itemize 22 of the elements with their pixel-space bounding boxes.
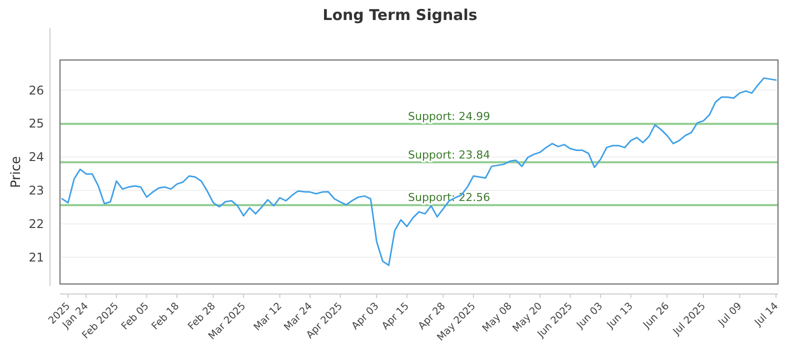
y-tick-label: 22 <box>28 217 44 232</box>
y-tick-label: 26 <box>28 83 44 98</box>
x-tick-label: Mar 12 <box>252 300 284 334</box>
x-tick-label: Apr 15 <box>380 300 412 332</box>
y-tick-label: 23 <box>28 184 44 198</box>
x-tick-label: Jun 03 <box>574 300 606 332</box>
y-axis-title: Price <box>9 156 24 188</box>
ref-line-label: Support: 24.99 <box>408 110 490 123</box>
x-tick-label: Jun 26 <box>640 300 672 332</box>
x-tick-label: Jun 13 <box>604 300 636 332</box>
x-tick-label: Feb 05 <box>120 300 152 332</box>
y-tick-label: 25 <box>28 116 44 131</box>
y-tick-label: 21 <box>28 250 44 264</box>
ref-line-label: Support: 23.84 <box>408 148 490 162</box>
line-series <box>61 77 777 266</box>
ref-line-label: Support: 22.56 <box>408 191 490 204</box>
x-tick-label: Jul 09 <box>716 300 744 330</box>
x-tick-label: Jul 14 <box>752 300 781 330</box>
x-tick-label: Apr 03 <box>350 300 382 332</box>
y-tick-label: 24 <box>28 150 44 164</box>
chart-title: Long Term Signals <box>322 6 478 24</box>
x-tick-label: Feb 18 <box>150 300 182 332</box>
